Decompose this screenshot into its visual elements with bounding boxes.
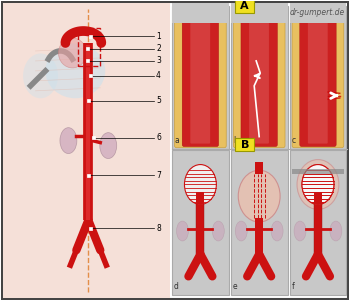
Bar [196,204,204,254]
Text: 3: 3 [156,56,161,65]
Bar [89,34,92,38]
FancyBboxPatch shape [249,15,269,144]
Bar [172,3,229,23]
Text: 8: 8 [156,224,161,233]
Ellipse shape [60,128,77,154]
Bar [87,99,90,102]
Bar [172,6,229,148]
Text: a: a [174,136,179,145]
Bar [86,47,89,50]
Ellipse shape [330,221,342,241]
Bar [314,193,322,204]
FancyBboxPatch shape [308,15,328,144]
Bar [289,150,346,295]
Text: 9: 9 [187,11,191,17]
Bar [314,204,322,254]
Bar [89,227,92,230]
Bar [231,150,288,295]
Ellipse shape [294,221,306,241]
Bar [314,193,322,204]
Bar [255,218,263,254]
Ellipse shape [23,53,58,98]
Text: 5: 5 [156,96,161,105]
FancyBboxPatch shape [292,13,344,148]
Bar [255,164,263,174]
FancyBboxPatch shape [175,13,226,148]
Text: f: f [292,282,294,291]
Bar [3,3,170,298]
Bar [231,3,288,23]
Ellipse shape [302,165,334,204]
Text: e: e [233,282,237,291]
Text: A: A [240,1,249,11]
Text: d: d [174,282,179,291]
FancyBboxPatch shape [190,15,210,144]
FancyBboxPatch shape [182,14,219,147]
Ellipse shape [58,38,86,68]
Text: b: b [233,136,238,145]
Ellipse shape [46,44,105,98]
Text: 11: 11 [210,11,219,17]
Text: 1: 1 [156,32,161,40]
Text: dr-gumpert.de: dr-gumpert.de [290,8,345,17]
FancyBboxPatch shape [241,14,278,147]
FancyBboxPatch shape [300,14,336,147]
Bar [196,193,204,204]
Ellipse shape [238,170,280,222]
Ellipse shape [100,133,117,158]
Ellipse shape [297,160,339,209]
Ellipse shape [176,221,188,241]
Text: 2: 2 [156,44,161,53]
Ellipse shape [212,221,224,241]
Bar [255,162,263,174]
Bar [92,136,95,139]
Bar [172,150,229,295]
Text: c: c [292,136,296,145]
Bar [86,59,89,62]
Bar [89,74,92,77]
Bar [231,6,288,148]
Ellipse shape [184,165,216,204]
Ellipse shape [302,165,334,204]
Bar [78,28,100,66]
FancyBboxPatch shape [233,13,285,148]
FancyBboxPatch shape [235,138,254,151]
Bar [289,3,346,23]
Bar [292,169,344,174]
Ellipse shape [271,221,283,241]
Text: 7: 7 [156,171,161,180]
Bar [87,174,90,177]
Text: 4: 4 [156,71,161,80]
Ellipse shape [235,221,247,241]
Bar [289,6,346,148]
Text: B: B [240,140,249,150]
Text: 10: 10 [198,11,208,17]
Text: 6: 6 [156,133,161,142]
FancyBboxPatch shape [235,0,254,13]
